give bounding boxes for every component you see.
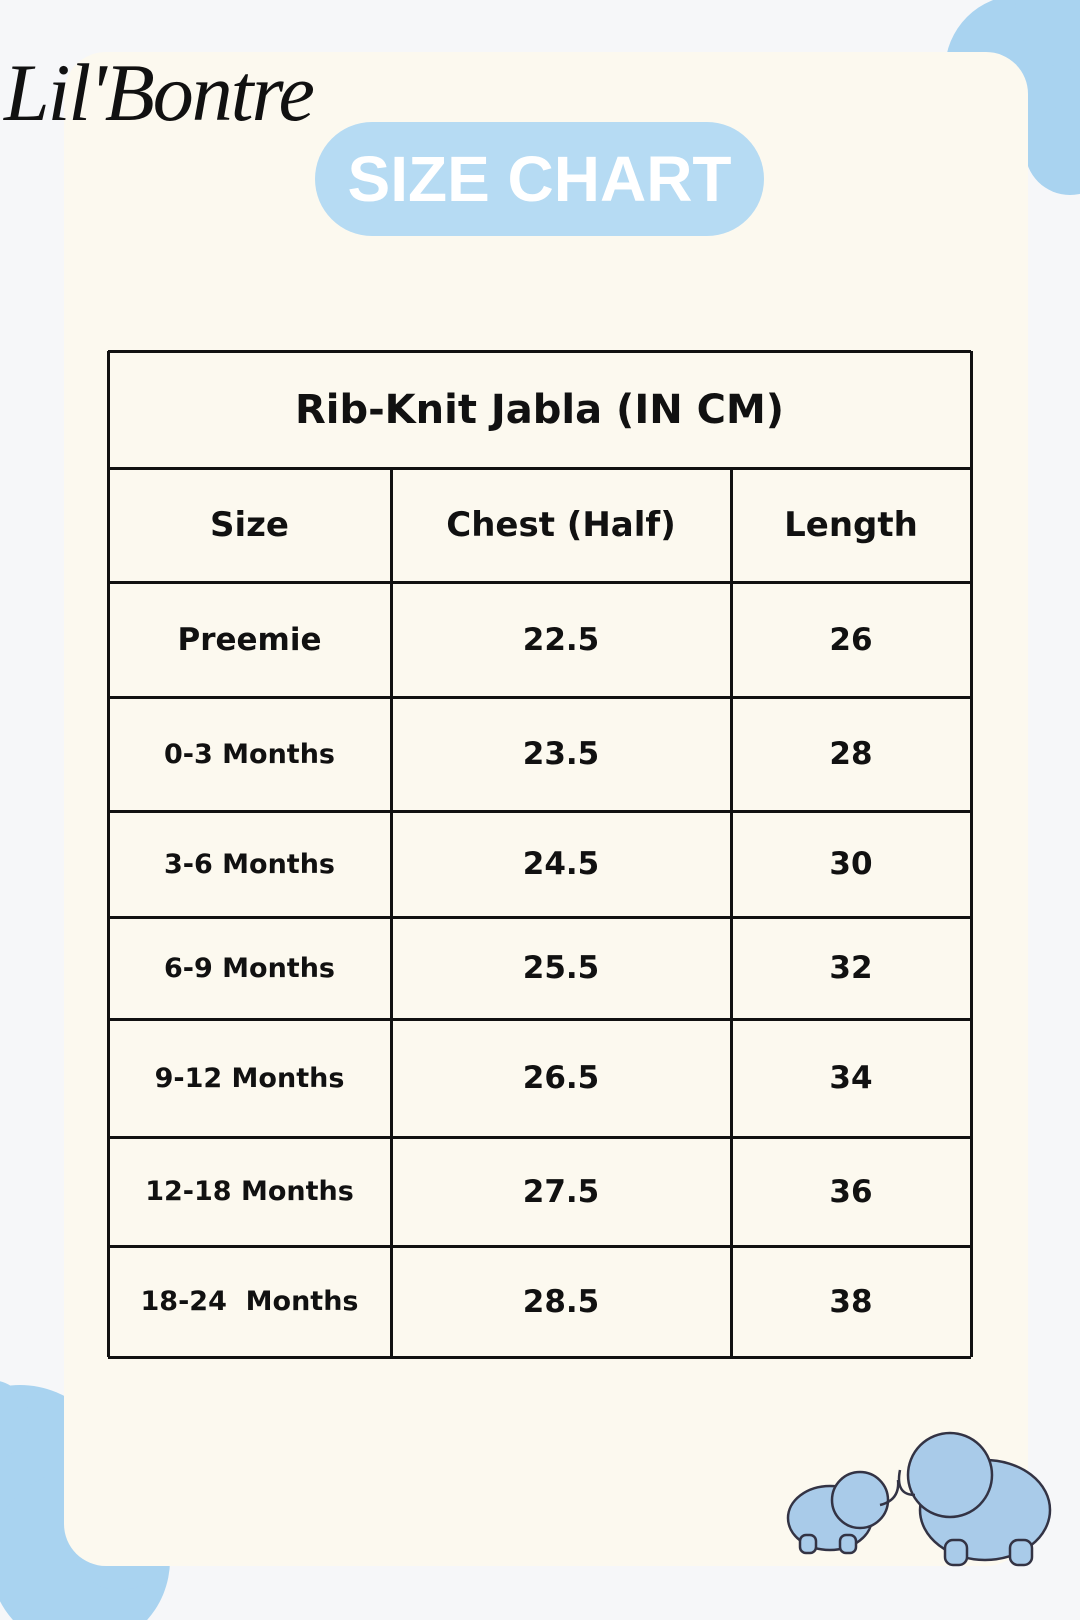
- table-border: [108, 1017, 971, 1021]
- measure-cell: 30: [829, 846, 873, 882]
- measure-cell: 28: [829, 736, 873, 772]
- table-title: Rib-Knit Jabla (IN CM): [294, 386, 785, 433]
- measure-cell: 26.5: [522, 1060, 600, 1096]
- measure-cell: 23.5: [522, 736, 600, 772]
- table-border: [969, 351, 973, 1357]
- table-border: [108, 1135, 971, 1139]
- size-cell: 3-6 Months: [163, 848, 336, 880]
- measure-cell: 36: [829, 1173, 873, 1210]
- size-cell: 6-9 Months: [163, 952, 336, 984]
- measure-cell: 24.5: [522, 846, 600, 882]
- size-cell: 18-24 Months: [140, 1286, 359, 1317]
- table-border: [108, 915, 971, 919]
- table-border: [108, 695, 971, 699]
- panel: [64, 52, 1028, 1566]
- table-border: [108, 349, 971, 353]
- brand-logo: Lil'Bontre: [4, 47, 315, 138]
- table-border: [108, 1355, 971, 1359]
- measure-cell: 27.5: [522, 1173, 600, 1210]
- header-title: SIZE CHART: [315, 122, 764, 236]
- measure-cell: 25.5: [522, 950, 600, 986]
- table-border: [389, 468, 393, 1357]
- table-border: [108, 1244, 971, 1248]
- measure-cell: 22.5: [522, 621, 600, 658]
- table-border: [108, 466, 971, 470]
- measure-cell: 26: [829, 621, 873, 658]
- size-cell: 0-3 Months: [163, 738, 336, 770]
- measure-cell: 28.5: [522, 1283, 600, 1320]
- measure-cell: 38: [829, 1283, 873, 1320]
- measure-cell: 32: [829, 950, 873, 986]
- column-header: Size: [210, 505, 289, 545]
- table-border: [108, 809, 971, 813]
- table-border: [106, 351, 110, 1357]
- size-cell: 9-12 Months: [154, 1062, 345, 1094]
- column-header: Chest (Half): [446, 505, 676, 545]
- table-border: [108, 580, 971, 584]
- size-cell: 12-18 Months: [145, 1176, 354, 1207]
- size-cell: Preemie: [177, 621, 322, 658]
- table-border: [729, 468, 733, 1357]
- measure-cell: 34: [829, 1060, 873, 1096]
- column-header: Length: [784, 505, 918, 545]
